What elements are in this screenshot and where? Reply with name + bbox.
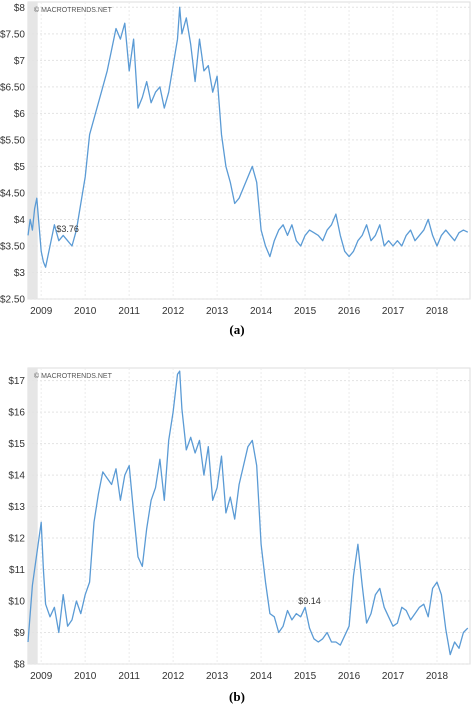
y-tick-label: $13 bbox=[8, 502, 25, 513]
y-tick-label: $2.50 bbox=[0, 295, 25, 306]
x-tick-label: 2016 bbox=[338, 671, 361, 682]
y-tick-label: $15 bbox=[8, 439, 25, 450]
x-tick-label: 2018 bbox=[426, 671, 449, 682]
y-tick-label: $3 bbox=[14, 268, 26, 279]
x-tick-label: 2010 bbox=[74, 306, 97, 317]
y-tick-label: $7 bbox=[14, 56, 26, 67]
y-tick-label: $6.50 bbox=[0, 82, 25, 93]
y-tick-label: $5.50 bbox=[0, 135, 25, 146]
y-tick-label: $8 bbox=[14, 3, 26, 14]
y-tick-label: $6 bbox=[14, 109, 26, 120]
shaded-band bbox=[28, 368, 38, 664]
x-tick-label: 2009 bbox=[30, 306, 53, 317]
y-tick-label: $4 bbox=[14, 215, 26, 226]
x-tick-label: 2018 bbox=[426, 306, 449, 317]
x-tick-label: 2011 bbox=[118, 671, 140, 682]
x-tick-label: 2015 bbox=[294, 306, 317, 317]
watermark: © MACROTRENDS.NET bbox=[34, 372, 113, 380]
chart-caption: (a) bbox=[229, 322, 244, 337]
watermark: © MACROTRENDS.NET bbox=[34, 6, 113, 14]
plot-area bbox=[27, 1, 471, 300]
x-tick-label: 2009 bbox=[30, 671, 53, 682]
x-tick-label: 2012 bbox=[162, 671, 185, 682]
series-line bbox=[27, 6, 469, 268]
y-tick-label: $9 bbox=[14, 628, 26, 639]
y-tick-label: $14 bbox=[8, 471, 25, 482]
x-tick-label: 2015 bbox=[294, 671, 317, 682]
x-tick-label: 2017 bbox=[382, 671, 405, 682]
x-tick-label: 2013 bbox=[206, 306, 229, 317]
shaded-band bbox=[28, 2, 38, 299]
chart-caption: (b) bbox=[229, 689, 245, 704]
y-tick-label: $5 bbox=[14, 162, 26, 173]
y-tick-label: $4.50 bbox=[0, 188, 25, 199]
y-tick-label: $3.50 bbox=[0, 241, 25, 252]
x-tick-label: 2011 bbox=[118, 306, 140, 317]
x-tick-label: 2014 bbox=[250, 306, 273, 317]
value-annotation: $3.76 bbox=[56, 224, 79, 234]
y-tick-label: $11 bbox=[9, 565, 25, 576]
x-tick-label: 2016 bbox=[338, 306, 361, 317]
y-tick-label: $17 bbox=[8, 376, 25, 387]
y-tick-label: $8 bbox=[14, 660, 26, 671]
x-tick-label: 2017 bbox=[382, 306, 405, 317]
y-tick-label: $10 bbox=[8, 597, 25, 608]
x-tick-label: 2012 bbox=[162, 306, 185, 317]
series-line bbox=[27, 370, 469, 656]
y-tick-label: $12 bbox=[8, 534, 25, 545]
value-annotation: $9.14 bbox=[298, 596, 321, 606]
x-tick-label: 2010 bbox=[74, 671, 97, 682]
x-tick-label: 2014 bbox=[250, 671, 273, 682]
x-tick-label: 2013 bbox=[206, 671, 229, 682]
y-tick-label: $16 bbox=[8, 408, 25, 419]
y-tick-label: $7.50 bbox=[0, 29, 25, 40]
